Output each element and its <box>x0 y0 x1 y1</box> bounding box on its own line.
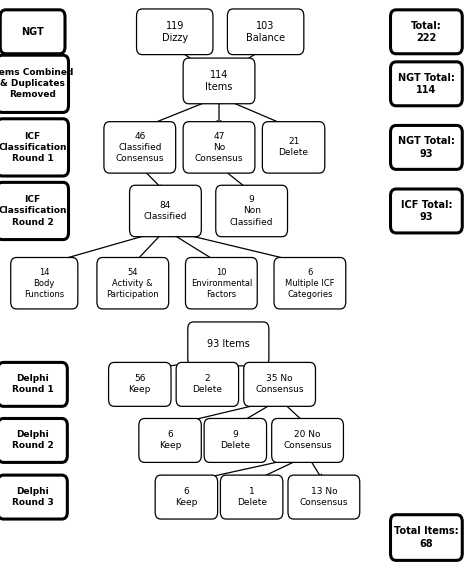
Text: 54
Activity &
Participation: 54 Activity & Participation <box>107 268 159 299</box>
Text: 84
Classified: 84 Classified <box>144 201 187 221</box>
Text: 9
Non
Classified: 9 Non Classified <box>230 195 274 227</box>
Text: 21
Delete: 21 Delete <box>279 138 308 157</box>
Text: Total:
222: Total: 222 <box>411 21 442 43</box>
Text: 93 Items: 93 Items <box>207 339 250 349</box>
FancyBboxPatch shape <box>204 418 267 462</box>
Text: 14
Body
Functions: 14 Body Functions <box>24 268 64 299</box>
FancyBboxPatch shape <box>0 182 69 239</box>
FancyBboxPatch shape <box>391 10 462 54</box>
FancyBboxPatch shape <box>0 475 67 519</box>
Text: Delphi
Round 3: Delphi Round 3 <box>12 487 54 507</box>
FancyBboxPatch shape <box>0 55 69 112</box>
FancyBboxPatch shape <box>130 185 201 237</box>
FancyBboxPatch shape <box>391 514 462 561</box>
FancyBboxPatch shape <box>0 362 67 406</box>
FancyBboxPatch shape <box>109 362 171 406</box>
Text: Items Combined
& Duplicates
Removed: Items Combined & Duplicates Removed <box>0 68 74 99</box>
Text: 6
Multiple ICF
Categories: 6 Multiple ICF Categories <box>285 268 335 299</box>
FancyBboxPatch shape <box>227 9 304 54</box>
FancyBboxPatch shape <box>183 58 255 103</box>
FancyBboxPatch shape <box>391 125 462 169</box>
FancyBboxPatch shape <box>391 62 462 106</box>
Text: ICF
Classification
Round 1: ICF Classification Round 1 <box>0 132 67 163</box>
Text: NGT Total:
93: NGT Total: 93 <box>398 136 455 158</box>
Text: 114
Items: 114 Items <box>206 70 233 92</box>
FancyBboxPatch shape <box>176 362 239 406</box>
FancyBboxPatch shape <box>0 119 69 176</box>
FancyBboxPatch shape <box>0 10 65 54</box>
Text: 119
Dizzy: 119 Dizzy <box>162 21 188 43</box>
Text: ICF
Classification
Round 2: ICF Classification Round 2 <box>0 195 67 227</box>
Text: 56
Keep: 56 Keep <box>129 375 151 394</box>
FancyBboxPatch shape <box>274 258 346 309</box>
FancyBboxPatch shape <box>185 258 257 309</box>
FancyBboxPatch shape <box>155 475 218 519</box>
FancyBboxPatch shape <box>272 418 343 462</box>
Text: 6
Keep: 6 Keep <box>175 487 198 507</box>
FancyBboxPatch shape <box>188 322 269 366</box>
FancyBboxPatch shape <box>220 475 283 519</box>
Text: 13 No
Consensus: 13 No Consensus <box>300 487 348 507</box>
FancyBboxPatch shape <box>139 418 201 462</box>
FancyBboxPatch shape <box>183 122 255 173</box>
Text: 9
Delete: 9 Delete <box>220 431 250 450</box>
FancyBboxPatch shape <box>97 258 169 309</box>
FancyBboxPatch shape <box>288 475 360 519</box>
FancyBboxPatch shape <box>137 9 213 54</box>
Text: 47
No
Consensus: 47 No Consensus <box>195 132 243 163</box>
FancyBboxPatch shape <box>216 185 288 237</box>
Text: 20 No
Consensus: 20 No Consensus <box>283 431 332 450</box>
FancyBboxPatch shape <box>11 258 78 309</box>
FancyBboxPatch shape <box>262 122 325 173</box>
Text: 46
Classified
Consensus: 46 Classified Consensus <box>116 132 164 163</box>
Text: 103
Balance: 103 Balance <box>246 21 285 43</box>
Text: Delphi
Round 1: Delphi Round 1 <box>12 375 54 394</box>
Text: 2
Delete: 2 Delete <box>192 375 222 394</box>
Text: 1
Delete: 1 Delete <box>237 487 267 507</box>
Text: 10
Environmental
Factors: 10 Environmental Factors <box>191 268 252 299</box>
FancyBboxPatch shape <box>0 418 67 462</box>
Text: Total Items:
68: Total Items: 68 <box>394 527 459 549</box>
Text: ICF Total:
93: ICF Total: 93 <box>401 200 452 222</box>
Text: NGT Total:
114: NGT Total: 114 <box>398 73 455 95</box>
FancyBboxPatch shape <box>104 122 176 173</box>
FancyBboxPatch shape <box>244 362 315 406</box>
Text: Delphi
Round 2: Delphi Round 2 <box>12 431 54 450</box>
Text: 6
Keep: 6 Keep <box>159 431 181 450</box>
FancyBboxPatch shape <box>391 189 462 233</box>
Text: 35 No
Consensus: 35 No Consensus <box>255 375 304 394</box>
Text: NGT: NGT <box>21 27 44 37</box>
